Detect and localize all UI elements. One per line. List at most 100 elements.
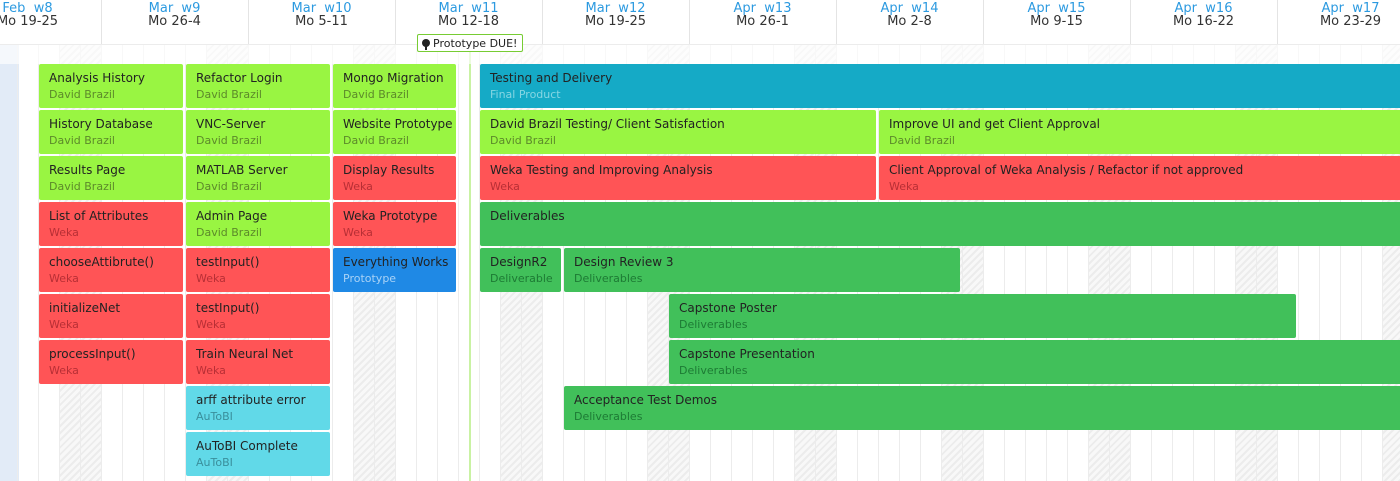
task-subtitle: David Brazil [343, 88, 409, 101]
day-gridline [38, 44, 39, 481]
task-title: processInput() [49, 347, 136, 361]
task-subtitle: Deliverable [490, 272, 553, 285]
task-title: Weka Prototype [343, 209, 438, 223]
task-subtitle: Prototype [343, 272, 397, 285]
day-gridline [1277, 44, 1278, 481]
task-bar[interactable]: VNC-Server David Brazil [186, 110, 330, 154]
task-subtitle: Final Product [490, 88, 561, 101]
task-subtitle: David Brazil [490, 134, 556, 147]
week-label: Mar w10 [291, 1, 352, 16]
task-bar[interactable]: Capstone Presentation Deliverables [669, 340, 1400, 384]
week-label: Mar w9 [148, 1, 201, 16]
week-header: Feb w8 Mo 19-25 [0, 0, 101, 44]
task-bar[interactable]: processInput() Weka [39, 340, 183, 384]
task-bar[interactable]: History Database David Brazil [39, 110, 183, 154]
task-bar[interactable]: testInput() Weka [186, 294, 330, 338]
task-bar[interactable]: Deliverables [480, 202, 1400, 246]
week-header: Mar w9 Mo 26-4 [101, 0, 248, 44]
task-title: Analysis History [49, 71, 145, 85]
task-bar[interactable]: Mongo Migration David Brazil [333, 64, 456, 108]
week-separator [542, 0, 543, 44]
task-bar[interactable]: Acceptance Test Demos Deliverables [564, 386, 1400, 430]
task-bar[interactable]: Display Results Weka [333, 156, 456, 200]
week-range: Mo 12-18 [437, 14, 500, 29]
week-label: Apr w16 [1174, 1, 1233, 16]
task-bar[interactable]: Results Page David Brazil [39, 156, 183, 200]
task-bar[interactable]: David Brazil Testing/ Client Satisfactio… [480, 110, 876, 154]
task-subtitle: David Brazil [196, 226, 262, 239]
task-bar[interactable]: Weka Prototype Weka [333, 202, 456, 246]
task-bar[interactable]: MATLAB Server David Brazil [186, 156, 330, 200]
task-bar[interactable]: Analysis History David Brazil [39, 64, 183, 108]
task-subtitle: Weka [49, 318, 79, 331]
task-subtitle: Deliverables [679, 318, 748, 331]
task-bar[interactable]: Capstone Poster Deliverables [669, 294, 1296, 338]
week-separator [395, 0, 396, 44]
task-bar[interactable]: Refactor Login David Brazil [186, 64, 330, 108]
task-title: Design Review 3 [574, 255, 674, 269]
day-gridline [1319, 44, 1320, 481]
day-gridline [1235, 44, 1236, 481]
task-bar[interactable]: List of Attributes Weka [39, 202, 183, 246]
day-gridline [332, 44, 333, 481]
task-title: Everything Works [343, 255, 449, 269]
milestone-flag[interactable]: Prototype DUE! [417, 34, 524, 52]
task-bar[interactable]: testInput() Weka [186, 248, 330, 292]
task-bar[interactable]: chooseAttibrute() Weka [39, 248, 183, 292]
task-subtitle: Weka [889, 180, 919, 193]
day-gridline [17, 44, 18, 481]
task-title: History Database [49, 117, 153, 131]
timeline-header: Feb w8 Mo 19-25 Mar w9 Mo 26-4 Mar w10 Mo 5-1… [0, 0, 1400, 45]
task-title: Testing and Delivery [490, 71, 613, 85]
milestone-label: Prototype DUE! [433, 37, 518, 50]
task-title: David Brazil Testing/ Client Satisfactio… [490, 117, 725, 131]
day-gridline [1046, 44, 1047, 481]
task-bar[interactable]: initializeNet Weka [39, 294, 183, 338]
task-subtitle: David Brazil [49, 180, 115, 193]
week-range: Mo 2-8 [887, 14, 932, 29]
task-bar[interactable]: Improve UI and get Client Approval David … [879, 110, 1400, 154]
task-title: VNC-Server [196, 117, 266, 131]
day-gridline [1214, 44, 1215, 481]
week-range: Mo 5-11 [295, 14, 348, 29]
week-separator [836, 0, 837, 44]
task-bar[interactable]: DesignR2 Deliverable [480, 248, 561, 292]
day-gridline [1382, 44, 1383, 481]
task-bar[interactable]: Design Review 3 Deliverables [564, 248, 960, 292]
task-subtitle: Deliverables [574, 410, 643, 423]
task-subtitle: David Brazil [49, 134, 115, 147]
week-separator [983, 0, 984, 44]
task-bar[interactable]: Train Neural Net Weka [186, 340, 330, 384]
task-bar[interactable]: Admin Page David Brazil [186, 202, 330, 246]
week-label: Apr w15 [1027, 1, 1086, 16]
milestone-line [469, 44, 471, 481]
task-bar[interactable]: arff attribute error AuToBI [186, 386, 330, 430]
day-gridline [1172, 44, 1173, 481]
task-bar[interactable]: Everything Works Prototype [333, 248, 456, 292]
week-separator [689, 0, 690, 44]
day-gridline [563, 44, 564, 481]
week-range: Mo 26-1 [736, 14, 789, 29]
task-title: Display Results [343, 163, 435, 177]
task-subtitle: Weka [196, 318, 226, 331]
task-subtitle: Weka [49, 272, 79, 285]
day-gridline [479, 44, 480, 481]
task-title: Deliverables [490, 209, 565, 223]
task-title: Improve UI and get Client Approval [889, 117, 1101, 131]
task-bar[interactable]: Testing and Delivery Final Product [480, 64, 1400, 108]
task-subtitle: David Brazil [889, 134, 955, 147]
task-title: testInput() [196, 301, 260, 315]
day-gridline [458, 44, 459, 481]
task-bar[interactable]: Weka Testing and Improving Analysis Weka [480, 156, 876, 200]
task-bar[interactable]: Website Prototype David Brazil [333, 110, 456, 154]
task-subtitle: Weka [196, 272, 226, 285]
week-label: Mar w12 [585, 1, 646, 16]
week-label: Apr w17 [1321, 1, 1380, 16]
task-bar[interactable]: Client Approval of Weka Analysis / Refac… [879, 156, 1400, 200]
pin-icon [422, 39, 430, 50]
day-gridline [1067, 44, 1068, 481]
week-header: Mar w11 Mo 12-18 [395, 0, 542, 44]
task-subtitle: AuToBI [196, 410, 233, 423]
task-bar[interactable]: AuToBI Complete AuToBI [186, 432, 330, 476]
